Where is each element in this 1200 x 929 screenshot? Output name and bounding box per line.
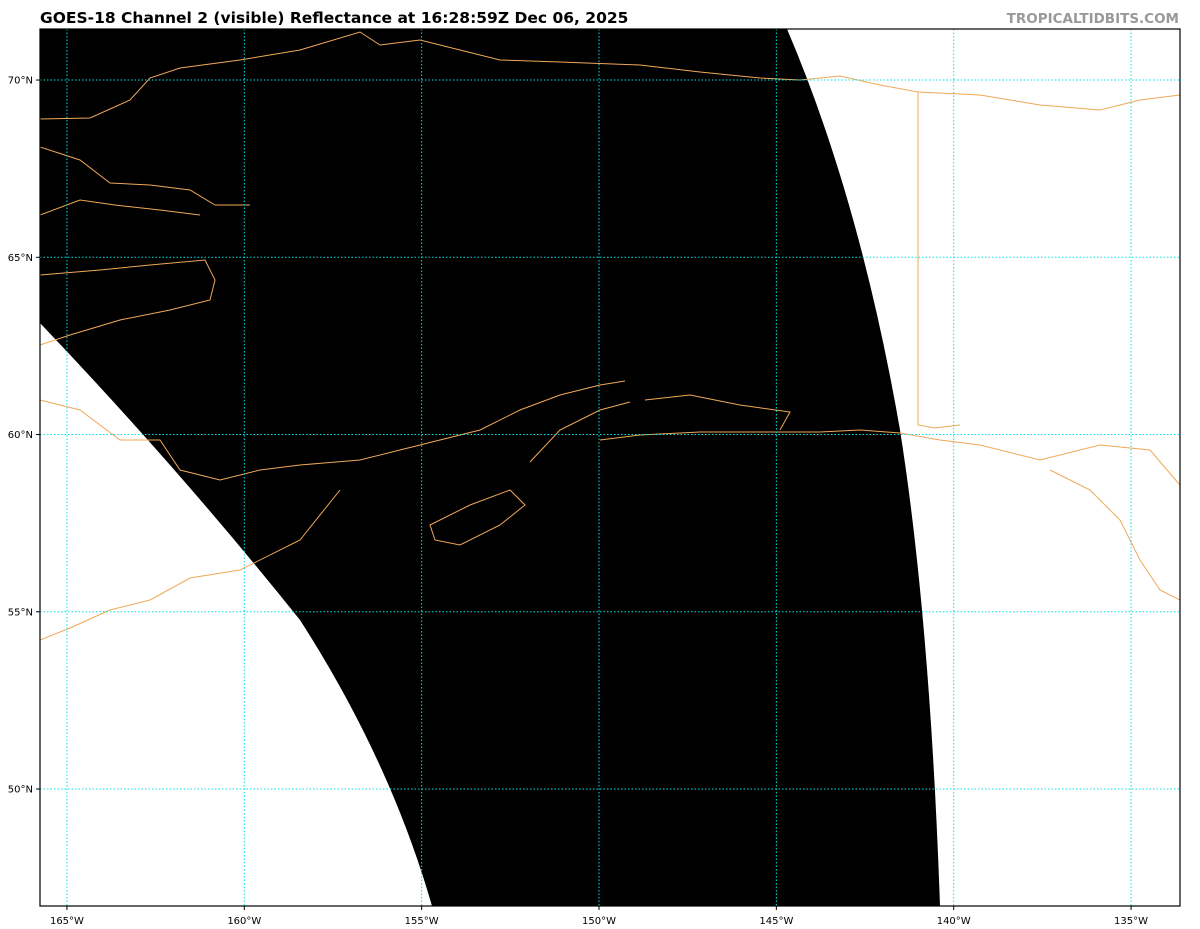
lon-tick-label: 140°W <box>937 916 971 927</box>
lon-tick-label: 135°W <box>1114 916 1148 927</box>
lon-tick-label: 160°W <box>227 916 261 927</box>
axis-ticks: 165°W 160°W 155°W 150°W 145°W 140°W 135°W 70°N 6… <box>8 76 1148 927</box>
coastline <box>40 380 626 481</box>
coastline <box>40 31 1180 120</box>
gridlines <box>40 29 1180 906</box>
coastline <box>40 146 250 206</box>
map-title: GOES-18 Channel 2 (visible) Reflectance … <box>40 9 629 27</box>
coastline <box>529 401 631 463</box>
lat-tick-label: 70°N <box>8 76 33 87</box>
watermark: TROPICALTIDBITS.COM <box>1006 11 1179 27</box>
coastline <box>644 394 791 431</box>
lon-tick-label: 145°W <box>759 916 793 927</box>
coastline <box>599 429 1180 486</box>
map-frame <box>39 28 1181 907</box>
coastline <box>1049 469 1180 601</box>
lat-tick-label: 60°N <box>8 430 33 441</box>
lat-tick-label: 50°N <box>8 785 33 796</box>
lat-tick-label: 55°N <box>8 607 33 618</box>
coastline <box>917 92 961 429</box>
coastlines <box>40 31 1180 641</box>
coastline <box>40 259 216 346</box>
kodiak-island-outline <box>429 489 526 546</box>
coastline <box>40 489 341 641</box>
lon-tick-label: 150°W <box>582 916 616 927</box>
satellite-swath <box>40 29 940 906</box>
lon-tick-label: 155°W <box>405 916 439 927</box>
lon-tick-label: 165°W <box>50 916 84 927</box>
lat-tick-label: 65°N <box>8 253 33 264</box>
